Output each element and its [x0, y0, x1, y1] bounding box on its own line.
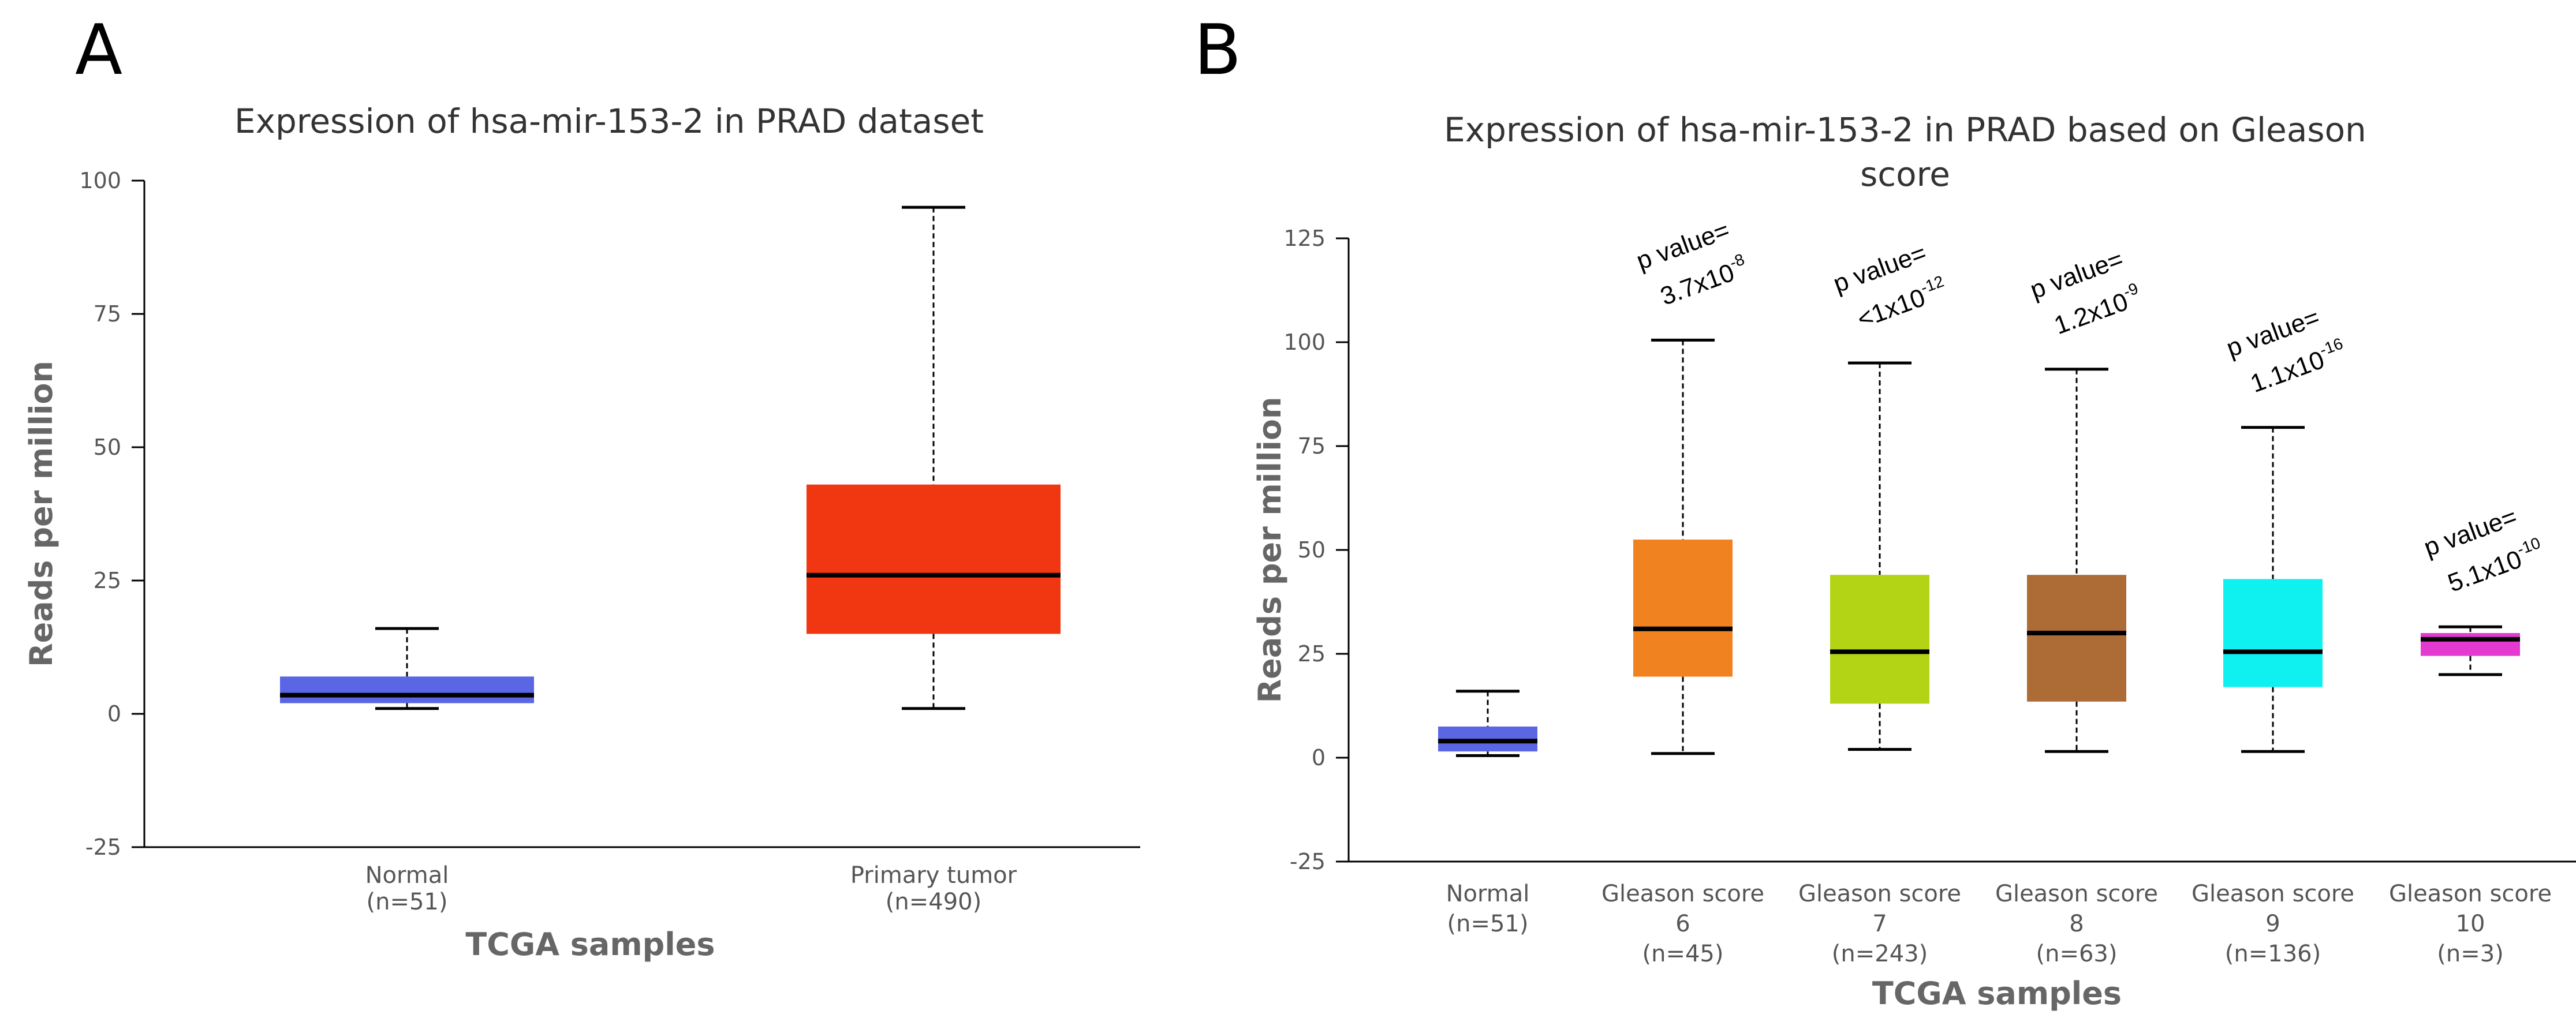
chart-title: Expression of hsa-mir-153-2 in PRAD base…: [1444, 110, 2366, 149]
x-category-label: (n=63): [2036, 941, 2118, 967]
y-tick-label: 75: [1298, 433, 1326, 459]
p-value-annotation: p value=<1x10-12: [1830, 239, 1946, 334]
iqr-box: [1830, 575, 1929, 704]
x-axis-title: TCGA samples: [465, 926, 715, 963]
x-category-label: (n=45): [1642, 941, 1724, 967]
y-tick-label: 125: [1283, 226, 1326, 251]
y-tick-label: 0: [1312, 745, 1326, 770]
iqr-box: [280, 676, 534, 703]
x-category-label: (n=3): [2437, 941, 2504, 967]
y-tick-label: 25: [1298, 641, 1326, 667]
iqr-box: [807, 484, 1061, 634]
p-value-annotation: p value=1.2x10-9: [2026, 245, 2141, 340]
iqr-box: [2223, 579, 2323, 687]
p-value-exponent: -10: [2515, 534, 2543, 559]
box-group: [2421, 625, 2520, 676]
x-category-label: Primary tumor: [850, 862, 1017, 889]
x-category-label: (n=490): [886, 889, 981, 915]
y-tick-label: 50: [94, 435, 121, 460]
x-category-label: 10: [2456, 911, 2485, 937]
box-group: [2027, 368, 2126, 753]
x-category-label: (n=136): [2225, 941, 2321, 967]
p-value-annotation: p value=1.1x10-16: [2223, 303, 2346, 398]
y-axis-title: Reads per million: [1252, 397, 1288, 703]
chart-title: score: [1860, 155, 1950, 194]
x-category-label: Normal: [1446, 881, 1530, 907]
chart-panel-b: Expression of hsa-mir-153-2 in PRAD base…: [1252, 110, 2576, 1012]
box-group: [1438, 690, 1537, 757]
y-tick-label: -25: [85, 834, 121, 860]
y-tick-label: 50: [1298, 537, 1326, 563]
box-group: [1633, 338, 1733, 755]
x-category-label: (n=51): [1447, 911, 1529, 937]
x-category-label: 8: [2069, 911, 2084, 937]
chart-panel-a: Expression of hsa-mir-153-2 in PRAD data…: [23, 102, 1140, 963]
p-value-base: 5.1x10: [2444, 545, 2526, 597]
p-value-base: 1.2x10: [2051, 287, 2132, 340]
p-value-base: <1x10: [1854, 283, 1929, 334]
x-category-label: Gleason score: [1601, 881, 1764, 907]
x-category-label: Gleason score: [1995, 881, 2158, 907]
iqr-box: [1633, 540, 1733, 677]
x-category-label: 6: [1675, 911, 1690, 937]
y-tick-label: 0: [107, 701, 121, 727]
box-group: [1830, 361, 1929, 751]
p-value-base: 3.7x10: [1657, 259, 1738, 311]
x-category-label: Gleason score: [1798, 881, 1961, 907]
y-tick-label: 75: [94, 301, 121, 327]
p-value-base: 1.1x10: [2247, 346, 2328, 398]
x-category-label: (n=243): [1832, 941, 1928, 967]
x-category-label: 9: [2265, 911, 2280, 937]
y-tick-label: 25: [94, 568, 121, 593]
x-category-label: Gleason score: [2389, 881, 2552, 907]
x-category-label: (n=51): [367, 889, 448, 915]
box-group: [807, 205, 1061, 710]
panel-a-letter: A: [75, 10, 122, 91]
y-tick-label: 100: [1283, 330, 1326, 355]
box-group: [2223, 426, 2323, 753]
p-value-exponent: -16: [2317, 334, 2346, 359]
x-category-label: Normal: [365, 862, 449, 889]
y-axis-title: Reads per million: [23, 361, 59, 667]
iqr-box: [2027, 575, 2126, 702]
iqr-box: [2421, 633, 2520, 656]
y-tick-label: -25: [1290, 849, 1326, 874]
p-value-annotation: p value=5.1x10-10: [2420, 503, 2543, 598]
panel-b-letter: B: [1194, 10, 1241, 91]
chart-title: Expression of hsa-mir-153-2 in PRAD data…: [234, 102, 984, 141]
x-category-label: Gleason score: [2192, 881, 2354, 907]
box-group: [280, 627, 534, 710]
x-axis-title: TCGA samples: [1872, 975, 2122, 1012]
y-tick-label: 100: [79, 168, 121, 193]
p-value-annotation: p value=3.7x10-8: [1633, 216, 1747, 311]
p-value-exponent: -12: [1918, 272, 1946, 297]
x-category-label: 7: [1872, 911, 1887, 937]
